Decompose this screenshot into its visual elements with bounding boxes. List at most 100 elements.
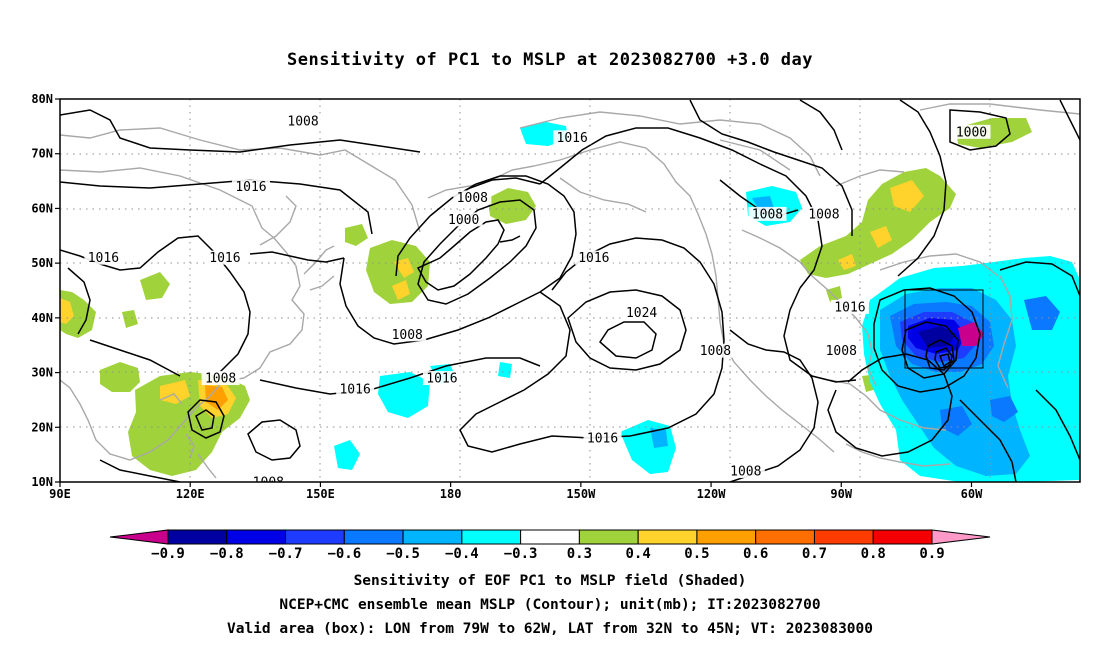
contour-label: 1008 <box>253 476 284 491</box>
contour-label: 1008 <box>730 465 761 480</box>
contour-label-bg <box>201 371 240 386</box>
contour-label: 1008 <box>392 328 423 343</box>
contour-label-bg <box>205 250 244 265</box>
shaded-negative-sensitivity <box>334 122 1080 482</box>
colorbar-label: 0.5 <box>684 546 709 562</box>
colorbar-segment <box>872 529 933 545</box>
colorbar-segment <box>696 529 757 545</box>
colorbar-low-triangle <box>109 529 169 545</box>
contour-label-bg <box>249 475 288 482</box>
contour-label: 1008 <box>826 344 857 359</box>
colorbar-segment <box>226 529 287 545</box>
colorbar-label: 0.7 <box>802 546 827 562</box>
lon-label: 60W <box>961 487 983 501</box>
colorbar-high-triangle <box>931 529 991 545</box>
contour-label-bg <box>574 250 613 265</box>
contour-label: 1016 <box>578 251 609 266</box>
caption-shaded: Sensitivity of EOF PC1 to MSLP field (Sh… <box>353 573 747 589</box>
contour-label: 1016 <box>209 251 240 266</box>
lat-label: 80N <box>31 92 53 106</box>
colorbar-label: 0.3 <box>567 546 592 562</box>
lat-label: 60N <box>31 201 53 215</box>
contour-label-bg <box>231 179 270 194</box>
contour-label: 1016 <box>235 180 266 195</box>
contour-label: 1016 <box>587 432 618 447</box>
colorbar-segment <box>402 529 463 545</box>
lon-label: 120E <box>176 487 205 501</box>
caption-contour: NCEP+CMC ensemble mean MSLP (Contour); u… <box>279 597 821 613</box>
contour-label: 1024 <box>626 306 657 321</box>
colorbar-label: −0.3 <box>504 546 538 562</box>
lat-label: 50N <box>31 256 53 270</box>
colorbar-label: −0.7 <box>269 546 303 562</box>
colorbar-segment <box>285 529 345 545</box>
contour-label: 1000 <box>448 213 479 228</box>
contour-label-bg <box>748 206 787 221</box>
contour-label-bg <box>726 464 765 479</box>
contour-label: 1016 <box>426 372 457 387</box>
map-plot-area: 1008 1016 1016 1016 1008 1000 1016 1016 1024 1008… <box>60 99 1080 491</box>
caption-valid-area: Valid area (box): LON from 79W to 62W, L… <box>226 621 873 637</box>
contour-label: 1008 <box>700 344 731 359</box>
lon-label: 120W <box>697 487 727 501</box>
contour-label: 1016 <box>339 382 370 397</box>
colorbar-label: −0.8 <box>210 546 244 562</box>
latitude-axis: 80N 70N 60N 50N 40N 30N 20N 10N <box>31 92 60 489</box>
lon-label: 90W <box>830 487 852 501</box>
lon-label: 150W <box>566 487 596 501</box>
contour-label: 1008 <box>808 207 839 222</box>
colorbar-segment <box>461 529 522 545</box>
contour-label: 1008 <box>752 207 783 222</box>
contour-label-bg <box>622 305 661 320</box>
colorbar-label: 0.4 <box>626 546 651 562</box>
contour-label-bg <box>444 212 483 227</box>
contour-label: 1008 <box>457 191 488 206</box>
map-frame <box>59 98 1081 483</box>
colorbar-label: 0.8 <box>861 546 886 562</box>
colorbar-segment <box>167 529 228 545</box>
colorbar-label: 0.6 <box>743 546 768 562</box>
colorbar-segment <box>637 529 698 545</box>
contour-labels: 1008 1016 1016 1016 1008 1000 1016 1016 1024 1008… <box>84 113 991 491</box>
colorbar-segment <box>578 529 639 545</box>
lon-label: 180 <box>440 487 462 501</box>
contour-label-bg <box>453 190 492 205</box>
lat-label: 10N <box>31 475 53 489</box>
contour-label: 1016 <box>834 300 865 315</box>
map-title: Sensitivity of PC1 to MSLP at 2023082700… <box>286 50 813 70</box>
colorbar-label: −0.4 <box>445 546 479 562</box>
contour-label-bg <box>388 327 427 342</box>
mslp-contours <box>60 99 1080 482</box>
colorbar-label: −0.9 <box>151 546 185 562</box>
contour-label-bg <box>336 381 375 396</box>
colorbar-segment <box>813 529 874 545</box>
colorbar-segment <box>343 529 404 545</box>
shaded-positive-sensitivity <box>60 118 1032 476</box>
coastlines <box>60 103 1080 479</box>
lon-label: 90E <box>49 487 71 501</box>
colorbar-label: 0.9 <box>919 546 944 562</box>
contour-label-bg <box>284 113 323 128</box>
contour-label: 1000 <box>956 125 987 140</box>
colorbar-segment <box>520 529 580 545</box>
contour-label-bg <box>553 130 592 145</box>
contour-label-bg <box>822 343 861 358</box>
contour-label-bg <box>583 431 622 446</box>
contour-label-bg <box>804 206 843 221</box>
lat-label: 20N <box>31 420 53 434</box>
lon-label: 150E <box>306 487 335 501</box>
colorbar: −0.9 −0.8 −0.7 −0.6 −0.5 −0.4 −0.3 0.3 0.4 0.5 0.6… <box>109 529 991 562</box>
contour-label: 1008 <box>205 372 236 387</box>
colorbar-label: −0.6 <box>327 546 361 562</box>
lat-label: 70N <box>31 147 53 161</box>
contour-label: 1016 <box>557 131 588 146</box>
lat-label: 40N <box>31 311 53 325</box>
colorbar-segment <box>755 529 815 545</box>
contour-label-bg <box>696 343 735 358</box>
contour-label-bg <box>84 250 123 265</box>
contour-label-bg <box>952 124 991 139</box>
contour-label-bg <box>830 299 869 314</box>
contour-label: 1016 <box>88 251 119 266</box>
contour-label: 1008 <box>287 114 318 129</box>
